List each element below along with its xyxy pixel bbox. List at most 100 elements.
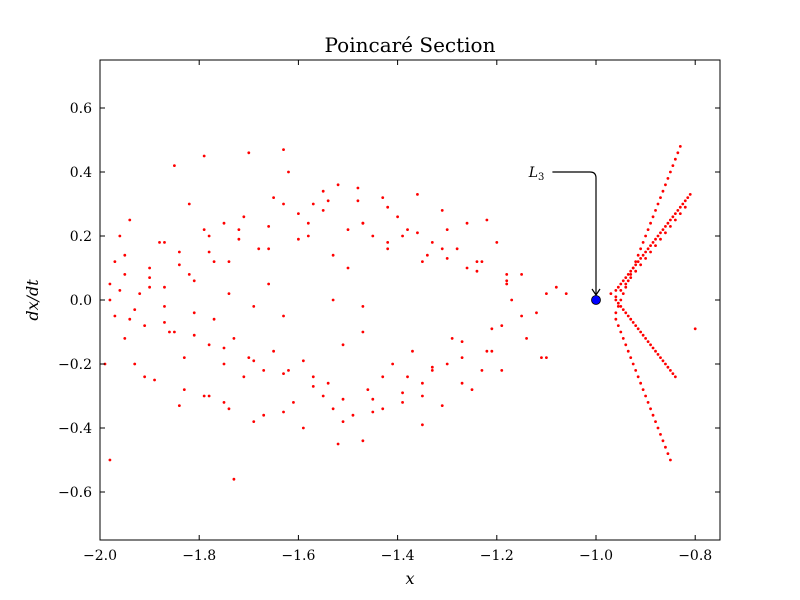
data-point [525, 337, 528, 340]
data-point [440, 404, 444, 407]
data-point [282, 202, 285, 206]
data-point [639, 247, 643, 251]
data-point [641, 253, 645, 257]
data-point [192, 279, 196, 283]
data-point [113, 314, 117, 318]
data-point [401, 391, 404, 395]
data-point [656, 426, 660, 430]
data-point [654, 237, 657, 241]
data-point [465, 266, 469, 270]
data-point [252, 359, 256, 363]
data-point [321, 189, 325, 193]
data-point [480, 260, 484, 263]
data-point [683, 199, 687, 203]
data-point [252, 305, 256, 308]
data-point [520, 273, 523, 276]
chart-title: Poincaré Section [325, 33, 496, 57]
data-point [118, 234, 122, 238]
data-point [242, 375, 246, 379]
data-point [545, 292, 548, 295]
data-point [455, 247, 459, 251]
data-point [138, 292, 142, 295]
data-point [123, 253, 127, 257]
data-point [163, 285, 166, 289]
data-point [659, 433, 662, 436]
data-point [425, 253, 429, 257]
data-point [143, 324, 147, 327]
data-point [644, 250, 647, 254]
data-point [671, 215, 675, 219]
data-point [336, 183, 340, 187]
data-point [247, 151, 251, 155]
x-tick-label: −1.0 [579, 548, 613, 564]
data-point [460, 356, 464, 359]
data-point [654, 420, 657, 423]
x-tick-label: −1.8 [182, 548, 216, 564]
data-point [326, 199, 330, 203]
data-point [287, 170, 290, 174]
data-point [406, 228, 409, 232]
data-point [651, 241, 655, 244]
data-point [401, 234, 404, 238]
data-point [666, 452, 670, 455]
data-point [227, 260, 231, 263]
data-point [634, 260, 638, 263]
data-point [371, 410, 375, 414]
data-point [636, 260, 640, 263]
data-point [301, 426, 305, 430]
data-point [311, 385, 315, 388]
data-point [306, 234, 310, 238]
data-point [639, 381, 643, 385]
data-point [646, 401, 650, 404]
annotation-label: L3 [528, 165, 545, 183]
data-point [287, 369, 290, 372]
data-point [616, 285, 620, 289]
data-point [257, 247, 261, 251]
data-point [624, 311, 628, 315]
data-point [666, 365, 670, 369]
data-point [470, 388, 474, 391]
y-tick-label: −0.6 [58, 485, 92, 501]
data-point [406, 375, 409, 379]
data-point [411, 349, 414, 353]
data-point [331, 253, 335, 257]
data-point [331, 407, 335, 411]
data-point [207, 234, 211, 238]
data-point [247, 356, 251, 359]
data-point [341, 420, 345, 423]
data-point [686, 196, 690, 200]
data-point [232, 477, 236, 481]
scatter-points [103, 145, 697, 481]
x-tick-label: −2.0 [83, 548, 117, 564]
y-axis-label: dx/dt [23, 279, 42, 321]
data-point [621, 279, 625, 283]
data-point [624, 276, 628, 279]
data-point [545, 356, 548, 359]
data-point [242, 215, 246, 219]
data-point [416, 231, 419, 235]
data-point [430, 365, 434, 369]
data-point [192, 333, 196, 337]
data-point [267, 225, 271, 228]
data-point [202, 154, 206, 158]
data-point [644, 234, 647, 238]
data-point [386, 241, 390, 244]
data-point [654, 349, 657, 353]
data-point [485, 218, 489, 222]
data-point [282, 410, 285, 414]
data-point [631, 266, 635, 270]
data-point [222, 401, 226, 404]
data-point [440, 247, 444, 251]
x-tick-label: −0.8 [678, 548, 712, 564]
data-point [629, 356, 633, 359]
data-point [693, 327, 697, 331]
data-point [654, 209, 657, 212]
data-point [391, 362, 395, 366]
data-point [182, 388, 186, 391]
data-point [664, 183, 667, 187]
data-point [202, 394, 206, 398]
data-point [421, 423, 424, 427]
data-point [421, 394, 424, 398]
data-point [649, 250, 652, 254]
data-point [173, 164, 176, 168]
